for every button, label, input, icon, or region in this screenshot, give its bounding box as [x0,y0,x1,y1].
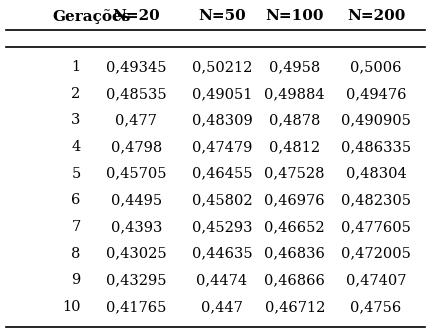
Text: 0,48304: 0,48304 [345,167,405,181]
Text: 0,4798: 0,4798 [111,140,162,154]
Text: 0,4812: 0,4812 [268,140,319,154]
Text: 0,4495: 0,4495 [111,193,162,207]
Text: 5: 5 [71,167,80,181]
Text: 0,46976: 0,46976 [264,193,324,207]
Text: 0,48535: 0,48535 [106,87,166,101]
Text: 2: 2 [71,87,80,101]
Text: 0,4393: 0,4393 [111,220,162,234]
Text: 0,48309: 0,48309 [191,114,252,128]
Text: 0,46712: 0,46712 [264,300,324,314]
Text: 10: 10 [62,300,80,314]
Text: 1: 1 [71,60,80,74]
Text: 0,47407: 0,47407 [345,273,405,287]
Text: 0,49051: 0,49051 [191,87,252,101]
Text: 0,47479: 0,47479 [191,140,252,154]
Text: 0,46866: 0,46866 [264,273,324,287]
Text: N=50: N=50 [198,9,245,23]
Text: 0,46836: 0,46836 [264,247,324,261]
Text: 0,482305: 0,482305 [340,193,410,207]
Text: N=100: N=100 [265,9,323,23]
Text: 4: 4 [71,140,80,154]
Text: 0,46652: 0,46652 [264,220,324,234]
Text: 0,46455: 0,46455 [191,167,252,181]
Text: 9: 9 [71,273,80,287]
Text: 0,4756: 0,4756 [350,300,401,314]
Text: 0,50212: 0,50212 [191,60,252,74]
Text: N=20: N=20 [112,9,160,23]
Text: 0,49345: 0,49345 [106,60,166,74]
Text: 0,41765: 0,41765 [106,300,166,314]
Text: 0,47528: 0,47528 [264,167,324,181]
Text: 0,490905: 0,490905 [341,114,410,128]
Text: 0,447: 0,447 [200,300,242,314]
Text: 0,45293: 0,45293 [191,220,252,234]
Text: N=200: N=200 [346,9,404,23]
Text: 8: 8 [71,247,80,261]
Text: 0,4878: 0,4878 [268,114,319,128]
Text: 0,43025: 0,43025 [106,247,166,261]
Text: 0,472005: 0,472005 [341,247,410,261]
Text: 0,486335: 0,486335 [340,140,410,154]
Text: 0,45802: 0,45802 [191,193,252,207]
Text: 0,477605: 0,477605 [341,220,410,234]
Text: 0,477: 0,477 [115,114,157,128]
Text: Gerações: Gerações [52,9,131,24]
Text: 0,44635: 0,44635 [191,247,252,261]
Text: 0,4958: 0,4958 [268,60,319,74]
Text: 0,43295: 0,43295 [106,273,166,287]
Text: 6: 6 [71,193,80,207]
Text: 7: 7 [71,220,80,234]
Text: 0,5006: 0,5006 [350,60,401,74]
Text: 0,49476: 0,49476 [345,87,405,101]
Text: 0,45705: 0,45705 [106,167,166,181]
Text: 3: 3 [71,114,80,128]
Text: 0,49884: 0,49884 [264,87,324,101]
Text: 0,4474: 0,4474 [196,273,247,287]
